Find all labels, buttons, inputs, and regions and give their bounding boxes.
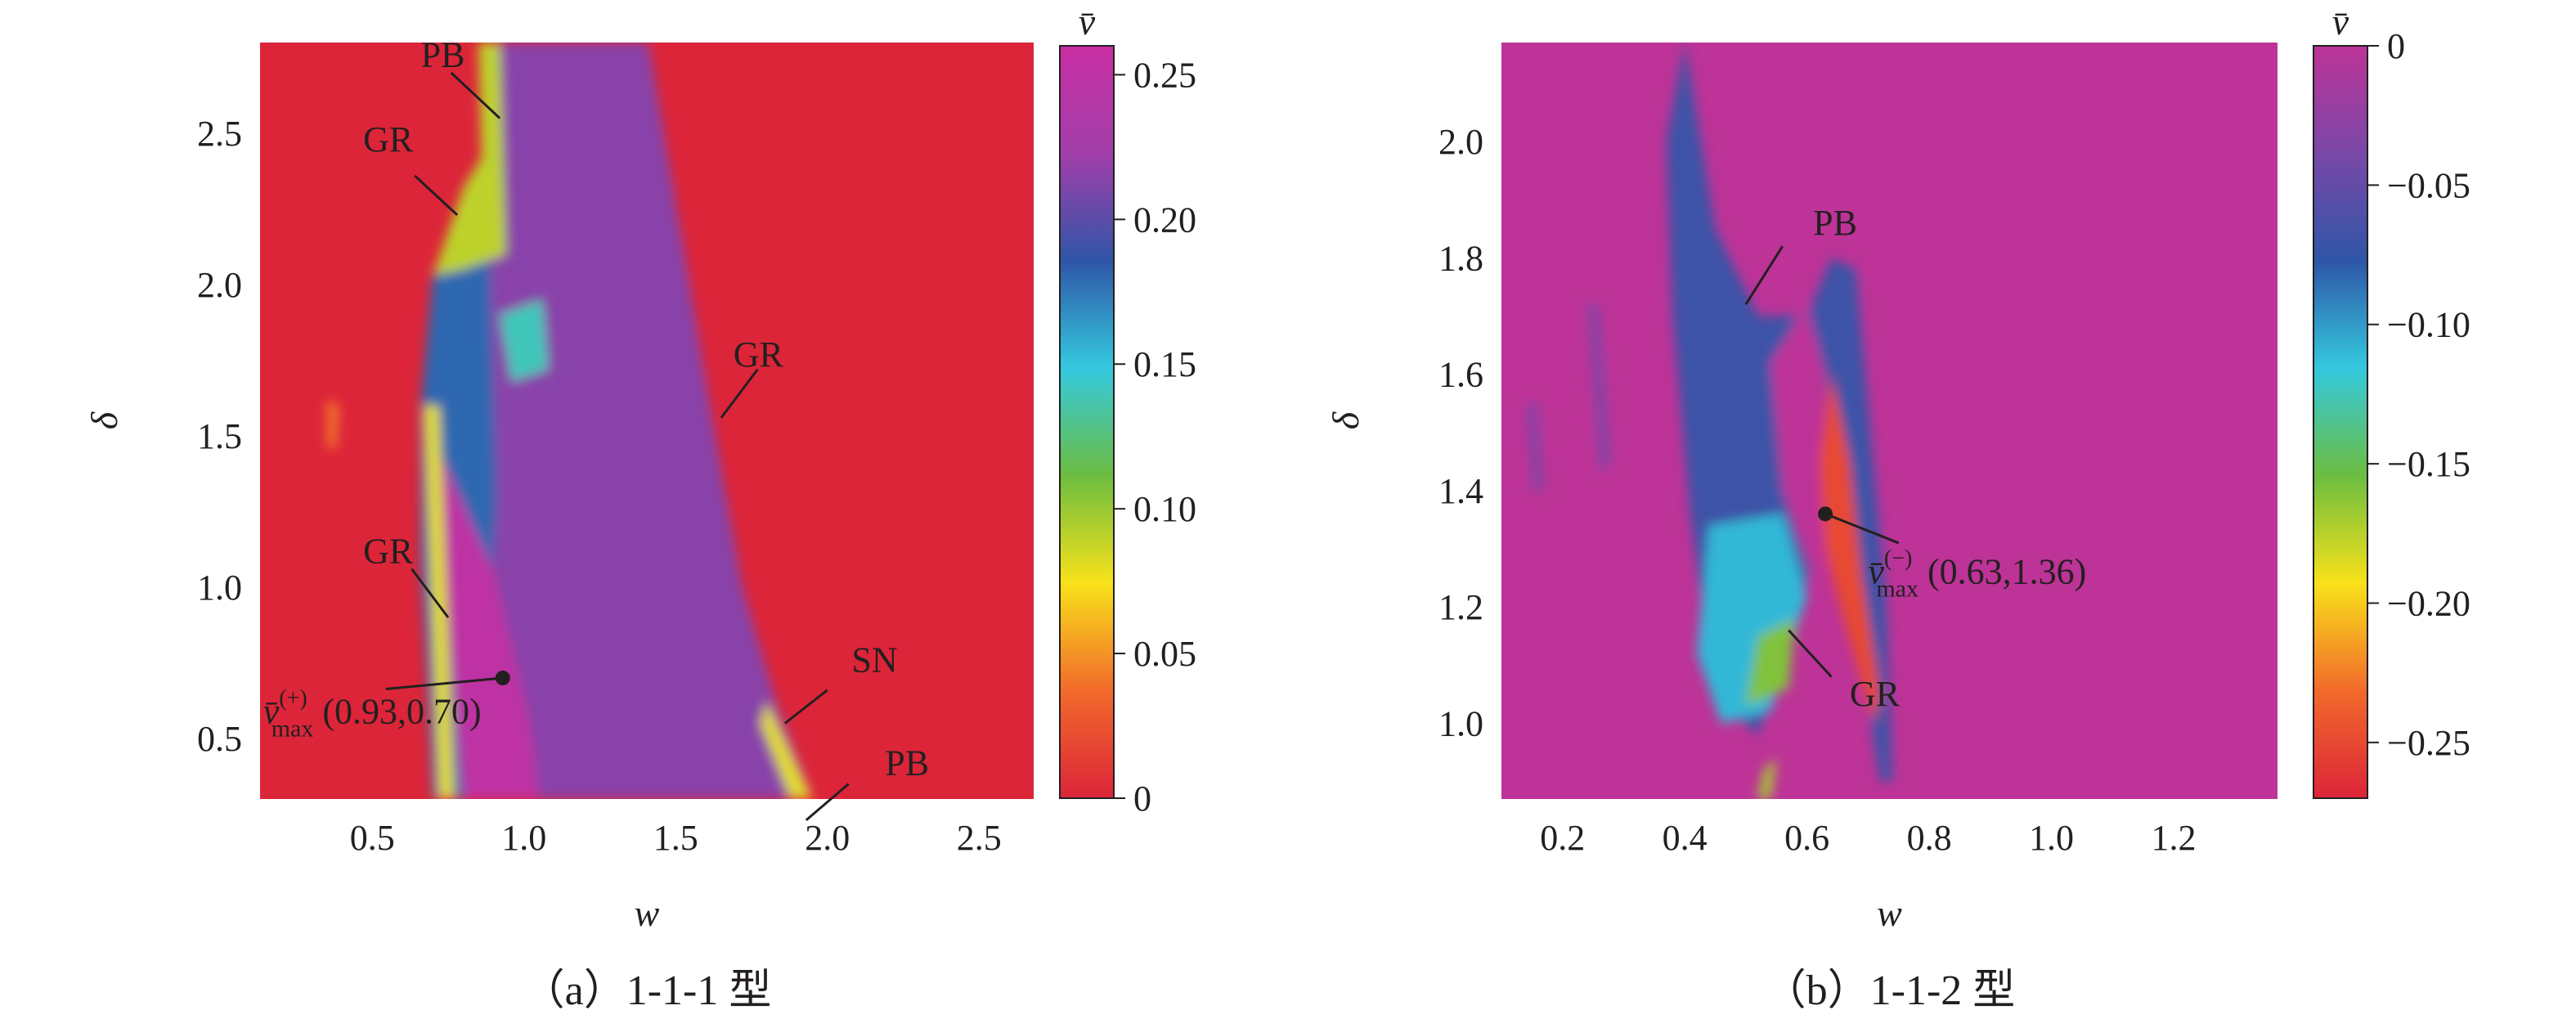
x-tick-label: 1.2	[2151, 818, 2196, 858]
y-tick-label: 2.0	[1438, 122, 1483, 162]
annotation-leader	[411, 568, 450, 618]
colorbar-tick-label: −0.05	[2387, 165, 2471, 205]
region-left-edge-strip	[424, 406, 455, 799]
region-magenta-core	[438, 451, 540, 799]
annotation-label: GR	[734, 334, 784, 375]
y-tick-label: 1.2	[1438, 587, 1483, 627]
region-hot-finger	[1819, 374, 1881, 724]
y-tick-label: 0.5	[197, 719, 242, 759]
colorbar-tick-label: −0.20	[2387, 583, 2471, 623]
region-main-band	[472, 43, 813, 799]
region-red-bottom-strip	[1757, 758, 1777, 799]
x-axis-label: w	[635, 892, 660, 934]
heatmap-b-svg: 0.2 0.4 0.6 0.8 1.0 1.2 1.0 1.2 1.4 1.6 1.8 2.0 w δ PB…	[1325, 1, 2471, 1014]
y-tick-label: 1.0	[197, 568, 242, 608]
colorbar-tick-label: 0.05	[1133, 634, 1196, 674]
heatmap-b-plot	[1501, 43, 2278, 799]
y-tick-label: 2.5	[197, 114, 242, 154]
y-axis-label: δ	[83, 411, 125, 429]
region-green-zone	[1745, 618, 1795, 707]
annotation-leader	[450, 71, 501, 119]
max-point-label: v̄(+) max (0.93,0.70)	[263, 686, 482, 743]
annotation-label: PB	[421, 35, 465, 75]
x-tick-label: 0.6	[1784, 818, 1829, 858]
y-axis-label: δ	[1325, 411, 1367, 429]
colorbar-tick-label: 0.15	[1133, 344, 1196, 384]
annotation-label: GR	[363, 531, 414, 571]
annotation-leader	[720, 368, 759, 419]
colorbar-tick-label: 0	[1133, 779, 1151, 819]
annotation-label: GR	[363, 119, 414, 159]
x-tick-label: 2.0	[805, 818, 850, 858]
colorbar-title: v̄	[1079, 1, 1096, 43]
region-light-tip	[500, 299, 549, 382]
max-point-leader	[385, 676, 503, 690]
max-point-marker	[495, 671, 510, 685]
y-tick-label: 1.0	[1438, 704, 1483, 744]
colorbar	[1059, 45, 1115, 799]
annotation-label: PB	[1813, 203, 1857, 243]
annotation-leader	[805, 783, 850, 822]
y-tick-label: 1.4	[1438, 471, 1483, 511]
colorbar-tick-label: −0.10	[2387, 305, 2471, 345]
colorbar-tick-label: 0	[2387, 26, 2405, 66]
panel-a: 0.5 1.0 1.5 2.0 2.5 0.5 1.0 1.5 2.0 2.5 w δ PB GR GR GR…	[83, 1, 1196, 1014]
panel-caption: （b）1-1-2 型	[1764, 967, 2016, 1014]
annotation-label: SN	[851, 640, 897, 680]
annotation-leader	[1788, 629, 1833, 678]
heatmap-a-plot	[260, 43, 1034, 799]
y-tick-label: 1.8	[1438, 238, 1483, 278]
x-tick-label: 0.2	[1540, 818, 1585, 858]
colorbar-tick-label: 0.25	[1133, 55, 1196, 95]
colorbar-tick-label: 0.10	[1133, 489, 1196, 529]
x-tick-label: 2.5	[957, 818, 1002, 858]
region-bright-tail	[761, 702, 813, 799]
annotation-leader	[1744, 245, 1784, 305]
annotation-leader	[783, 689, 828, 725]
colorbar-tick-label: −0.15	[2387, 444, 2471, 484]
colorbar-tick-label: 0.20	[1133, 200, 1196, 240]
y-tick-label: 1.5	[197, 416, 242, 456]
panel-caption: （a）1-1-1 型	[523, 967, 772, 1014]
annotation-leader	[414, 174, 459, 217]
x-tick-label: 0.5	[350, 818, 395, 858]
colorbar-title: v̄	[2332, 1, 2349, 43]
annotation-label: PB	[885, 743, 929, 783]
heatmap-b-background	[1501, 43, 2278, 799]
max-point-marker	[1818, 506, 1833, 522]
heatmap-a-svg: 0.5 1.0 1.5 2.0 2.5 0.5 1.0 1.5 2.0 2.5 w δ PB GR GR GR…	[83, 1, 1196, 1014]
region-small-spot	[326, 399, 339, 451]
x-tick-label: 1.0	[501, 818, 546, 858]
annotation-label: GR	[1850, 674, 1901, 714]
colorbar	[2313, 45, 2368, 799]
x-axis-label: w	[1877, 892, 1902, 934]
x-tick-label: 0.4	[1663, 818, 1708, 858]
colorbar-tick-label: −0.25	[2387, 723, 2471, 763]
region-green-pocket	[433, 43, 506, 276]
x-tick-label: 1.0	[2029, 818, 2074, 858]
x-tick-label: 1.5	[653, 818, 698, 858]
panel-b: 0.2 0.4 0.6 0.8 1.0 1.2 1.0 1.2 1.4 1.6 1.8 2.0 w δ PB…	[1288, 0, 2576, 1028]
region-faint-streak-2	[1525, 403, 1545, 491]
max-point-leader	[1824, 512, 1900, 545]
y-tick-label: 1.6	[1438, 355, 1483, 395]
y-tick-label: 2.0	[197, 265, 242, 305]
max-point-label: v̄(−) max (0.63,1.36)	[1868, 546, 2086, 603]
x-tick-label: 0.8	[1907, 818, 1952, 858]
region-faint-streak-1	[1586, 304, 1612, 474]
